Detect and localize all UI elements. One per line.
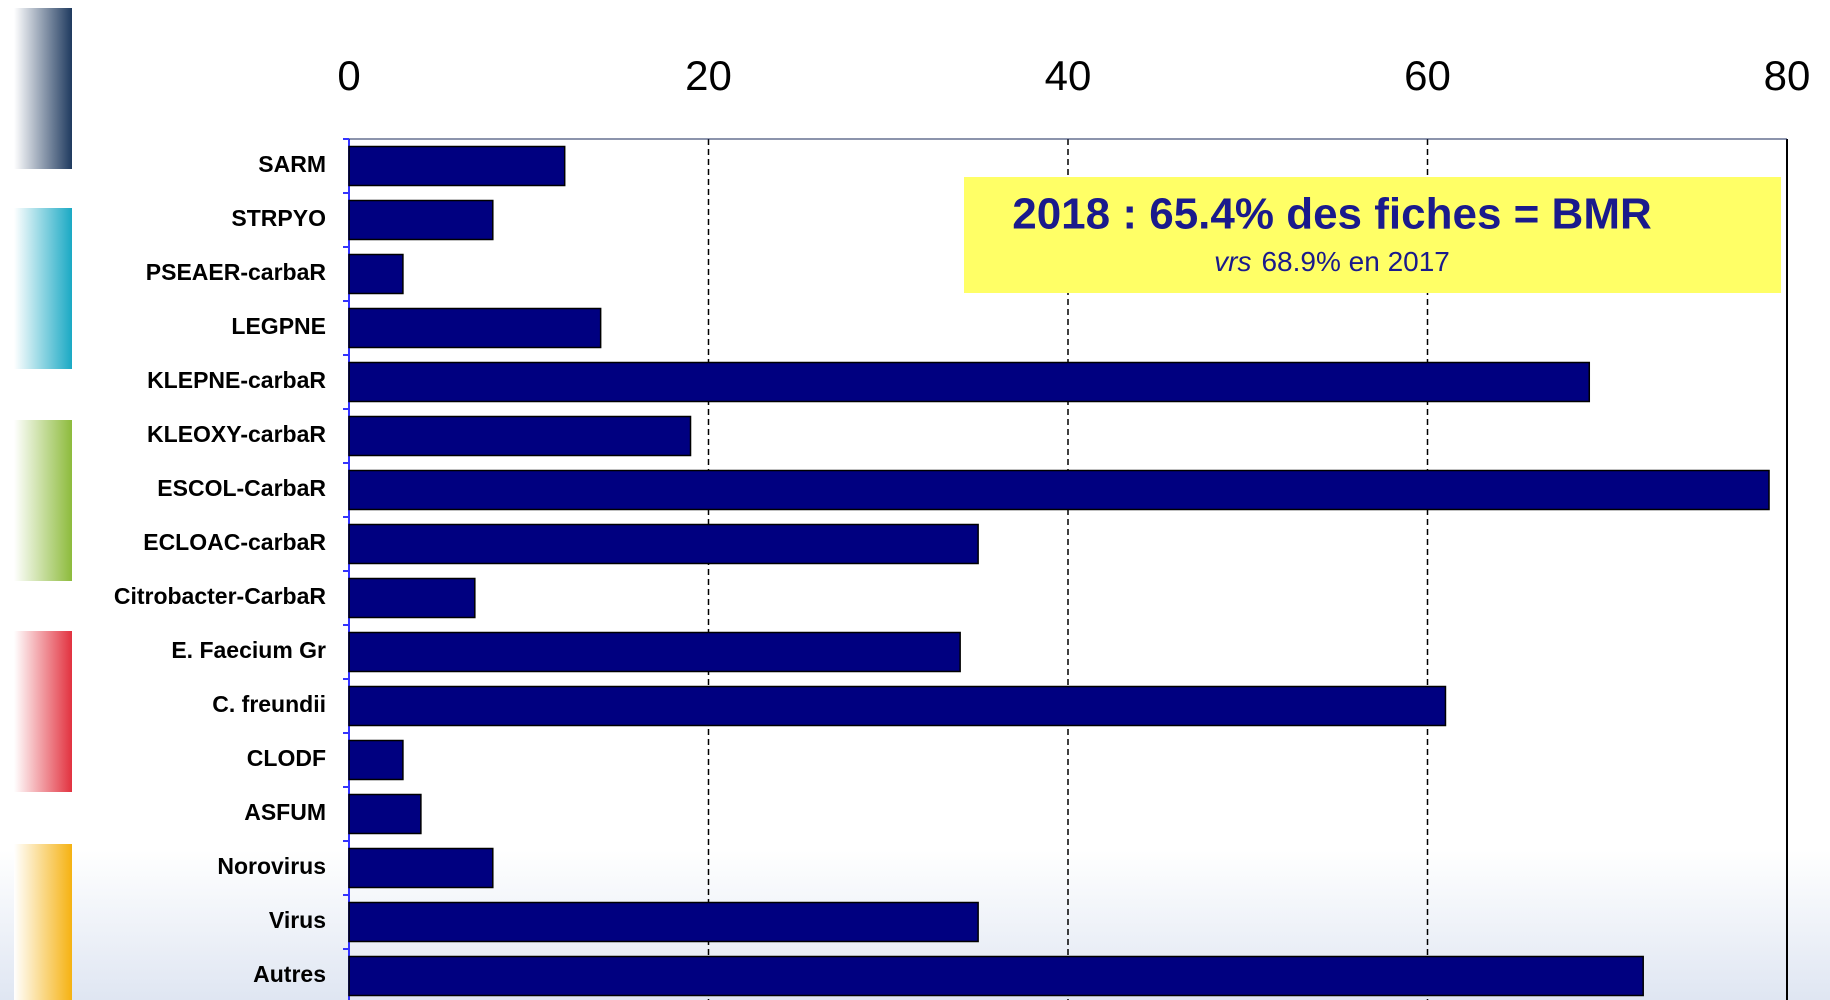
- bar: [348, 469, 1770, 511]
- bar: [348, 955, 1644, 997]
- side-strip: [14, 8, 72, 169]
- y-tick-label: Citrobacter-CarbaR: [114, 583, 327, 609]
- y-tick-label: LEGPNE: [231, 313, 326, 339]
- bar: [348, 199, 494, 241]
- x-tick-label: 0: [337, 52, 360, 99]
- annotation-note-text: 68.9% en 2017: [1261, 246, 1449, 277]
- bar: [348, 631, 961, 673]
- bar: [348, 361, 1591, 403]
- x-tick-label: 20: [685, 52, 732, 99]
- y-tick-label: C. freundii: [212, 691, 326, 717]
- bar: [348, 307, 602, 349]
- y-tick-label: ASFUM: [244, 799, 326, 825]
- plot: 0 20 40 60 80 SARM STRPYO PSEAER-carbaR LEGPNE KL…: [114, 52, 1811, 1000]
- bar: [348, 685, 1447, 727]
- y-tick-label: ESCOL-CarbaR: [157, 475, 326, 501]
- bar: [348, 415, 692, 457]
- bar: [348, 901, 979, 943]
- bar: [348, 523, 979, 565]
- y-tick-label: SARM: [258, 151, 326, 177]
- annotation-prefix: vrs: [1214, 246, 1251, 277]
- side-strip: [14, 420, 72, 581]
- bar: [348, 253, 404, 295]
- bar: [348, 577, 476, 619]
- y-tick-label: STRPYO: [231, 205, 326, 231]
- side-strip: [14, 631, 72, 792]
- annotation: 2018 : 65.4% des fiches = BMR: [1012, 190, 1652, 239]
- x-tick-label: 60: [1404, 52, 1451, 99]
- y-tick-label: Norovirus: [217, 853, 326, 879]
- side-strip: [14, 844, 72, 1000]
- bar: [348, 847, 494, 889]
- y-tick-label: KLEOXY-carbaR: [147, 421, 326, 447]
- y-tick-label: Autres: [253, 961, 326, 987]
- annotation-box: [964, 177, 1781, 293]
- x-tick-label: 40: [1045, 52, 1092, 99]
- bar: [348, 793, 422, 835]
- x-tick-label: 80: [1764, 52, 1811, 99]
- y-tick-label: E. Faecium Gr: [171, 637, 326, 663]
- annotation-note: vrs 68.9% en 2017: [1214, 246, 1450, 277]
- y-tick-label: ECLOAC-carbaR: [143, 529, 326, 555]
- y-tick-label: PSEAER-carbaR: [146, 259, 327, 285]
- y-tick-label: Virus: [269, 907, 326, 933]
- y-tick-label: KLEPNE-carbaR: [147, 367, 326, 393]
- bar: [348, 739, 404, 781]
- bar: [348, 145, 566, 187]
- y-tick-label: CLODF: [247, 745, 326, 771]
- side-strip: [14, 208, 72, 369]
